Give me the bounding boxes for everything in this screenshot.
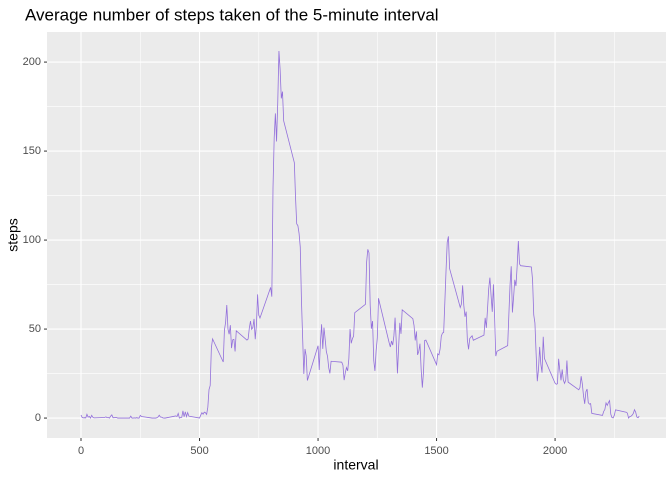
x-tick-label: 0 <box>78 445 84 457</box>
y-axis-title: steps <box>5 218 21 251</box>
x-axis-title: interval <box>333 457 378 473</box>
y-tick-label: 100 <box>23 234 41 246</box>
chart-title: Average number of steps taken of the 5-m… <box>25 5 439 24</box>
x-tick-label: 2000 <box>543 445 567 457</box>
y-tick-label: 200 <box>23 56 41 68</box>
y-tick-label: 50 <box>29 323 41 335</box>
x-tick-label: 1000 <box>306 445 330 457</box>
data-line <box>80 51 640 419</box>
x-tick-label: 500 <box>190 445 208 457</box>
plot-panel <box>47 32 666 438</box>
y-tick-label: 0 <box>35 412 41 424</box>
y-tick-label: 150 <box>23 145 41 157</box>
x-tick-label: 1500 <box>424 445 448 457</box>
